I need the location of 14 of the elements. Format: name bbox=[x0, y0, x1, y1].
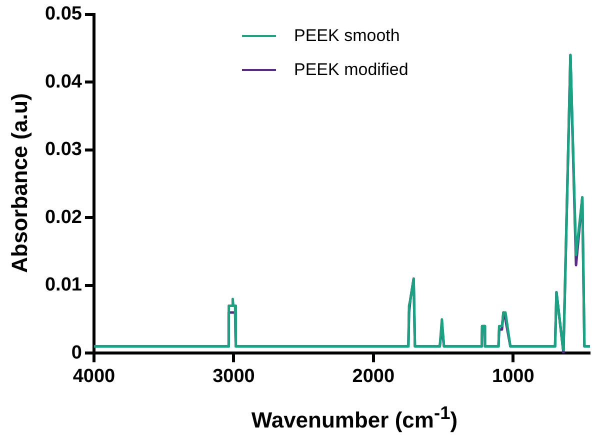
x-tick-label: 3000 bbox=[212, 366, 255, 387]
y-tick-label: 0.02 bbox=[44, 206, 82, 228]
x-tick-label: 4000 bbox=[72, 366, 116, 387]
x-tick-label: 1000 bbox=[492, 366, 534, 387]
legend-label: PEEK modified bbox=[294, 60, 408, 80]
x-tick-label: 2000 bbox=[352, 366, 395, 387]
y-axis-title: Absorbance (a.u) bbox=[7, 92, 33, 275]
x-axis-title: Wavenumber (cm$^{-1}$) bbox=[250, 402, 459, 433]
y-tick-label: 0 bbox=[71, 342, 82, 364]
y-tick-label: 0.05 bbox=[44, 4, 82, 25]
y-tick-label: 0.04 bbox=[44, 71, 82, 92]
legend-label: PEEK smooth bbox=[294, 26, 400, 46]
y-tick-label: 0.01 bbox=[44, 274, 82, 296]
y-tick-label: 0.03 bbox=[44, 139, 82, 160]
